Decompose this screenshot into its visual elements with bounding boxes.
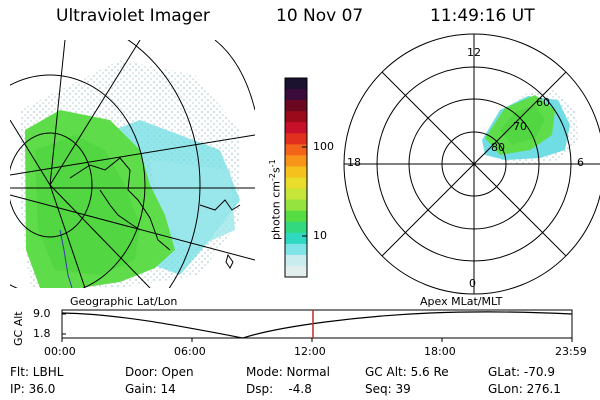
info-gain: Gain: 14 [125,382,176,396]
timeline-xtick-1800: 18:00 [424,345,456,358]
colorbar-tick-100: 100 [313,140,334,153]
geographic-map [10,40,255,288]
time-label: 11:49:16 UT [430,6,535,26]
mlat-label-70: 70 [513,120,527,133]
colorbar-band [285,133,307,145]
timeline-ylabel: GC Alt [12,311,25,346]
colorbar-band [285,78,307,90]
colorbar-band [285,111,307,123]
colorbar-band [285,166,307,178]
info-flt: Flt: LBHL [10,365,64,379]
altitude-timeline [61,309,573,342]
colorbar-band [285,221,307,234]
colorbar-band [285,199,307,212]
colorbar-band [285,210,307,223]
colorbar-band [285,265,307,278]
colorbar-band [285,100,307,112]
colorbar-band [285,188,307,201]
colorbar-band [285,243,307,256]
mlat-label-60: 60 [536,96,550,109]
timeline-xtick-0000: 00:00 [44,345,76,358]
instrument-title: Ultraviolet Imager [56,6,210,26]
timeline-ytick-1.8: 1.8 [33,327,51,340]
left-panel-caption: Geographic Lat/Lon [70,295,178,308]
colorbar-band [285,254,307,267]
colorbar-band [285,122,307,134]
colorbar-band [285,144,307,156]
mlat-label-80: 80 [491,141,505,154]
timeline-xtick-1200: 12:00 [294,345,326,358]
info-glon: GLon: 276.1 [488,382,561,396]
colorbar [285,78,307,278]
polar-plot [343,33,600,295]
altitude-curve [61,311,573,339]
mlt-label-18: 18 [347,156,361,169]
timeline-xtick-0600: 06:00 [174,345,206,358]
date-label: 10 Nov 07 [276,6,364,26]
info-glat: GLat: -70.9 [488,365,555,379]
right-panel-caption: Apex MLat/MLT [420,295,503,308]
info-gc-alt: GC Alt: 5.6 Re [365,365,449,379]
info-seq: Seq: 39 [365,382,411,396]
timeline-ytick-9: 9.0 [33,307,51,320]
mlt-label-6: 6 [577,156,584,169]
colorbar-band [285,177,307,190]
info-dsp: Dsp: -4.8 [246,382,312,396]
colorbar-band [285,155,307,167]
colorbar-label: photon cm-2s-1 [268,159,283,240]
colorbar-band [285,232,307,245]
info-door: Door: Open [125,365,194,379]
info-mode: Mode: Normal [246,365,330,379]
mlt-label-12: 12 [467,46,481,59]
info-ip: IP: 36.0 [10,382,56,396]
colorbar-tick-10: 10 [313,229,327,242]
colorbar-band [285,89,307,101]
timeline-xtick-2359: 23:59 [555,345,587,358]
mlt-label-0: 0 [469,277,476,290]
